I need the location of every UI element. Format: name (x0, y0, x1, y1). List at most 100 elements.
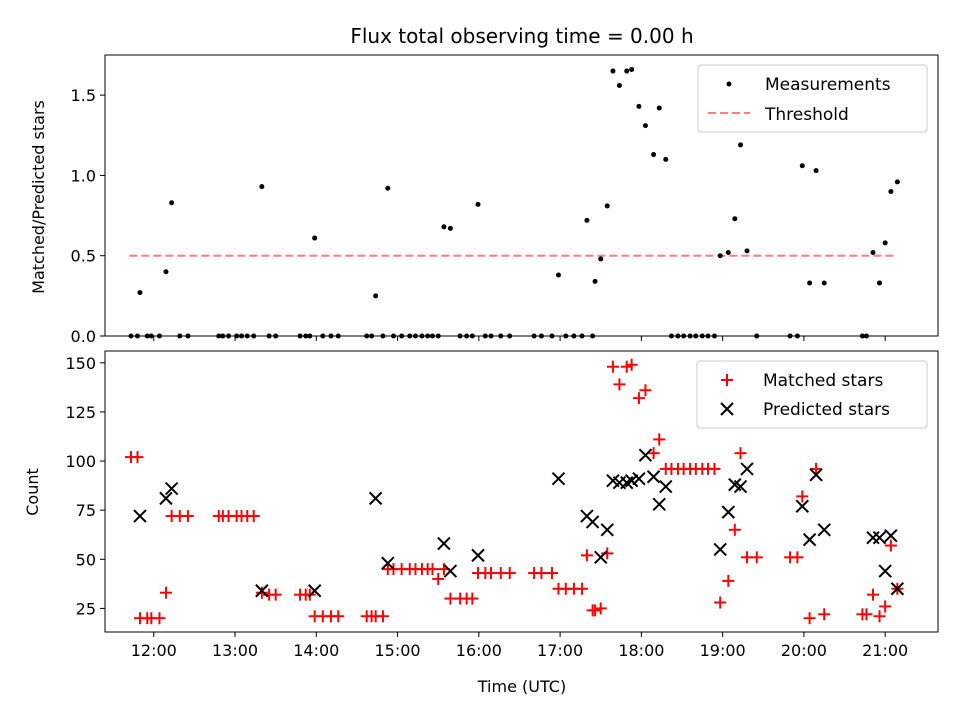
predicted-point (368, 491, 383, 506)
measurement-point (651, 152, 657, 158)
matched-point (601, 547, 614, 560)
measurement-point (717, 253, 723, 259)
matched-point (606, 360, 619, 373)
matched-point (879, 600, 892, 613)
measurement-point (725, 250, 731, 256)
bottom-legend: Matched stars Predicted stars (696, 360, 928, 429)
matched-point (269, 588, 282, 601)
measurement-point (447, 225, 453, 231)
predicted-point (817, 523, 831, 537)
measurement-point (137, 290, 143, 296)
measurement-point (732, 216, 738, 222)
predicted-point (740, 462, 754, 476)
matched-point (255, 586, 268, 599)
predicted-point (652, 497, 666, 511)
predicted-point (872, 530, 887, 545)
predicted-point (159, 491, 173, 506)
top-axes-frame (104, 54, 939, 337)
top-ytick-label: 1.5 (71, 86, 96, 105)
predicted-point (646, 470, 661, 484)
top-ylabel: Matched/Predicted stars (29, 100, 48, 294)
x-tick-label: 18:00 (618, 641, 664, 660)
matched-point (796, 490, 809, 503)
predicted-point (659, 479, 673, 494)
predicted-point (795, 499, 809, 513)
measurement-point (592, 278, 598, 284)
measurement-point (821, 280, 827, 286)
measurement-point (616, 83, 622, 89)
matched-point (247, 510, 260, 523)
measurement-point (312, 235, 318, 241)
measurement-point (663, 156, 669, 162)
top-ytick-label: 0.0 (71, 327, 96, 346)
legend-label-predicted: Predicted stars (763, 400, 890, 420)
measurement-point (642, 123, 648, 129)
predicted-point (733, 479, 748, 494)
bottom-ylabel: Count (23, 468, 42, 516)
measurement-point (888, 188, 894, 194)
predicted-point (884, 529, 898, 543)
measurement-point (636, 103, 642, 109)
bottom-ytick-label: 75 (76, 501, 96, 520)
predicted-point (632, 472, 646, 486)
matched-point (589, 604, 602, 617)
predicted-point (600, 523, 614, 537)
predicted-point (866, 530, 880, 545)
predicted-point (133, 509, 147, 523)
measurement-point (629, 66, 635, 72)
top-ytick-label: 0.5 (71, 247, 96, 266)
measurement-point (807, 280, 813, 286)
predicted-point (307, 584, 322, 598)
matched-point (647, 447, 660, 460)
legend-label-matched: Matched stars (763, 371, 883, 391)
x-tick-label: 12:00 (131, 641, 177, 660)
predicted-point (437, 536, 451, 551)
matched-point (791, 551, 804, 564)
measurement-point (876, 280, 882, 286)
x-tick-label: 14:00 (293, 641, 339, 660)
measurement-point (259, 184, 265, 190)
x-tick-label: 19:00 (700, 641, 746, 660)
measurement-point (894, 179, 900, 185)
measurement-point (475, 201, 481, 207)
measurement-point (441, 224, 447, 230)
matched-point (503, 567, 516, 580)
bottom-plot: 25 50 75 100 125 150 12:00 13:00 14:00 15:00 16:0… (23, 350, 939, 696)
predicted-point (721, 505, 736, 519)
x-tick-label: 20:00 (781, 641, 827, 660)
bottom-axes-frame (104, 350, 939, 633)
matched-point (613, 378, 626, 391)
matched-point (884, 539, 897, 552)
bottom-ytick-label: 50 (76, 550, 96, 569)
measurement-point (744, 248, 750, 254)
predicted-point (594, 550, 608, 565)
matched-point (818, 608, 831, 621)
matched-point (803, 612, 816, 625)
matched-point (728, 523, 741, 536)
matched-point (810, 462, 823, 475)
matched-point (653, 433, 666, 446)
matched-point (750, 551, 763, 564)
measurement-point (385, 185, 391, 191)
predicted-point (381, 556, 395, 570)
matched-point (432, 572, 445, 585)
measurement-point (610, 68, 616, 74)
legend-marker-predicted (720, 402, 734, 416)
predicted-point (802, 532, 817, 547)
matched-point (466, 592, 479, 605)
matched-point (866, 588, 879, 601)
measurement-point (163, 269, 169, 275)
measurement-point (604, 203, 610, 209)
measurement-point (799, 163, 805, 169)
measurement-point (656, 105, 662, 111)
measurement-point (373, 293, 379, 299)
top-ytick-label: 1.0 (71, 166, 96, 185)
predicted-point (809, 468, 823, 482)
matched-point (153, 612, 166, 625)
matched-point (181, 510, 194, 523)
measurement-point (738, 142, 744, 148)
bottom-ytick-label: 150 (65, 354, 96, 373)
predicted-point (471, 548, 485, 563)
predicted-point (713, 542, 727, 557)
